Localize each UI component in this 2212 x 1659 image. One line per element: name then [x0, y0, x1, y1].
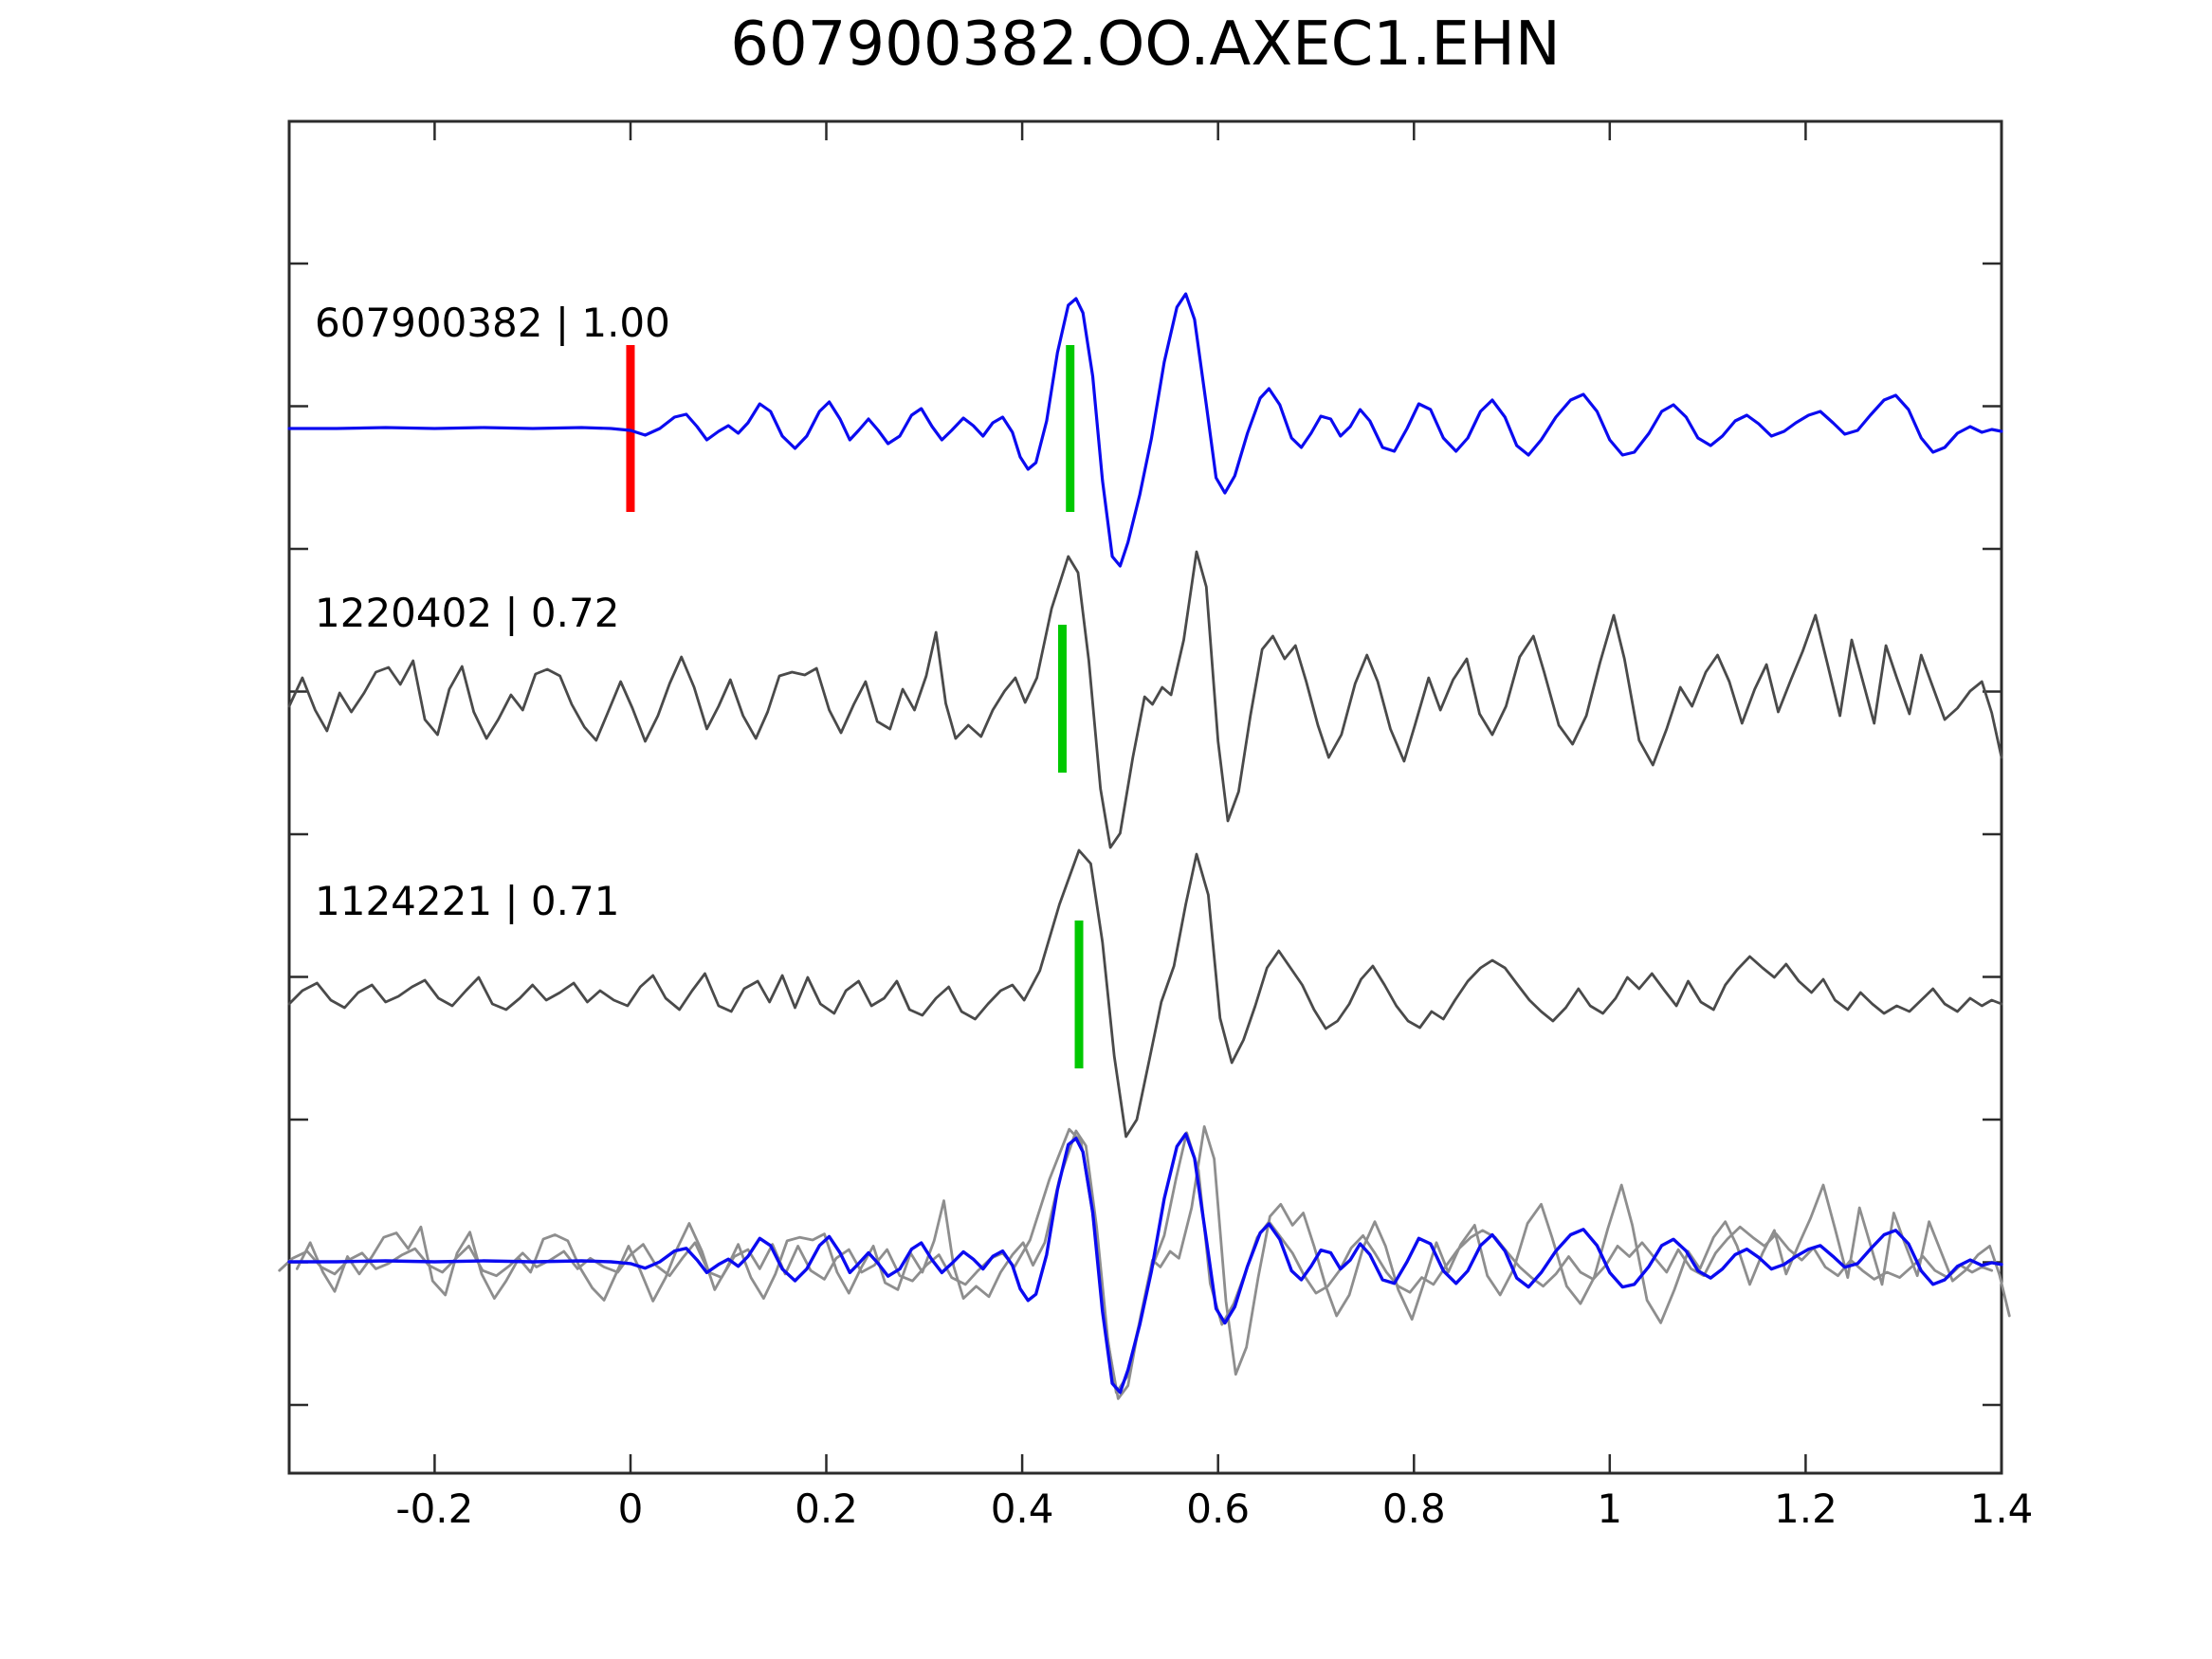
x-axis-tick-label: 0.2 [795, 1486, 858, 1532]
x-axis-tick-label: -0.2 [395, 1486, 473, 1532]
x-axis-tick-label: 0.4 [991, 1486, 1054, 1532]
detection-2-trace-label: 1124221 | 0.71 [315, 878, 620, 924]
detection-trace-1 [287, 550, 2003, 849]
detection-1-trace-label: 1220402 | 0.72 [315, 590, 620, 636]
x-axis-tick-label: 1.2 [1774, 1486, 1837, 1532]
x-axis-tick-label: 1 [1597, 1486, 1622, 1532]
x-axis-tick-label: 0 [618, 1486, 644, 1532]
x-axis-tick-label: 1.4 [1970, 1486, 2034, 1532]
template-trace [287, 292, 2003, 568]
overlay-template [287, 1132, 2003, 1395]
figure-title: 607900382.OO.AXEC1.EHN [730, 9, 1561, 80]
x-axis-tick-label: 0.6 [1186, 1486, 1250, 1532]
plot-border [287, 119, 2003, 1475]
template-trace-label: 607900382 | 1.00 [315, 300, 670, 346]
detection-trace-2 [287, 848, 2003, 1139]
x-axis-tick-label: 0.8 [1382, 1486, 1446, 1532]
